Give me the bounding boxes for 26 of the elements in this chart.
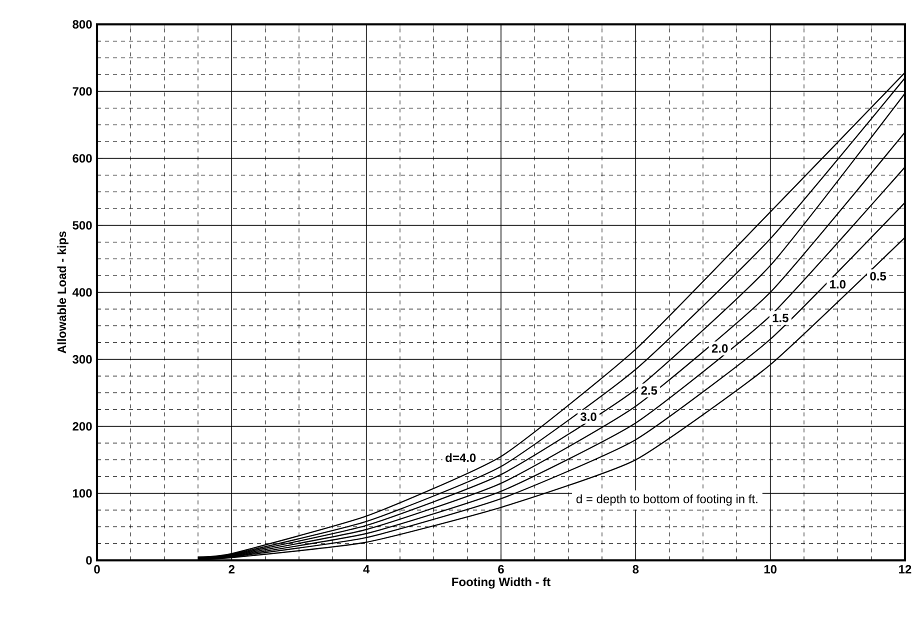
y-axis-title: Allowable Load - kips — [57, 231, 68, 354]
y-tick-label: 0 — [86, 556, 92, 565]
x-tick-label: 2 — [228, 565, 235, 574]
series-label: d=4.0 — [446, 453, 476, 462]
x-tick-label: 4 — [363, 565, 370, 574]
y-tick-label: 600 — [72, 154, 92, 163]
x-tick-label: 6 — [498, 565, 504, 574]
y-tick-label: 300 — [72, 355, 92, 364]
series-label: 2.5 — [641, 386, 658, 395]
y-tick-label: 400 — [72, 288, 92, 297]
x-tick-label: 10 — [764, 565, 777, 574]
series-label: 1.5 — [772, 314, 788, 322]
x-axis-title: Footing Width - ft — [452, 577, 550, 589]
x-tick-label: 12 — [899, 565, 912, 574]
x-tick-label: 0 — [94, 565, 100, 574]
series-label: 2.0 — [712, 344, 728, 353]
annotation: d = depth to bottom of footing in ft. — [576, 494, 758, 506]
y-tick-label: 500 — [72, 221, 92, 230]
series-label: 3.0 — [580, 412, 596, 422]
y-tick-label: 700 — [72, 87, 92, 96]
legend-label: 0.5 — [870, 272, 886, 281]
y-tick-label: 800 — [72, 20, 92, 29]
y-tick-label: 200 — [72, 422, 92, 431]
series-label: 1.0 — [830, 280, 846, 289]
x-tick-label: 8 — [632, 565, 639, 574]
y-tick-label: 100 — [73, 489, 92, 498]
